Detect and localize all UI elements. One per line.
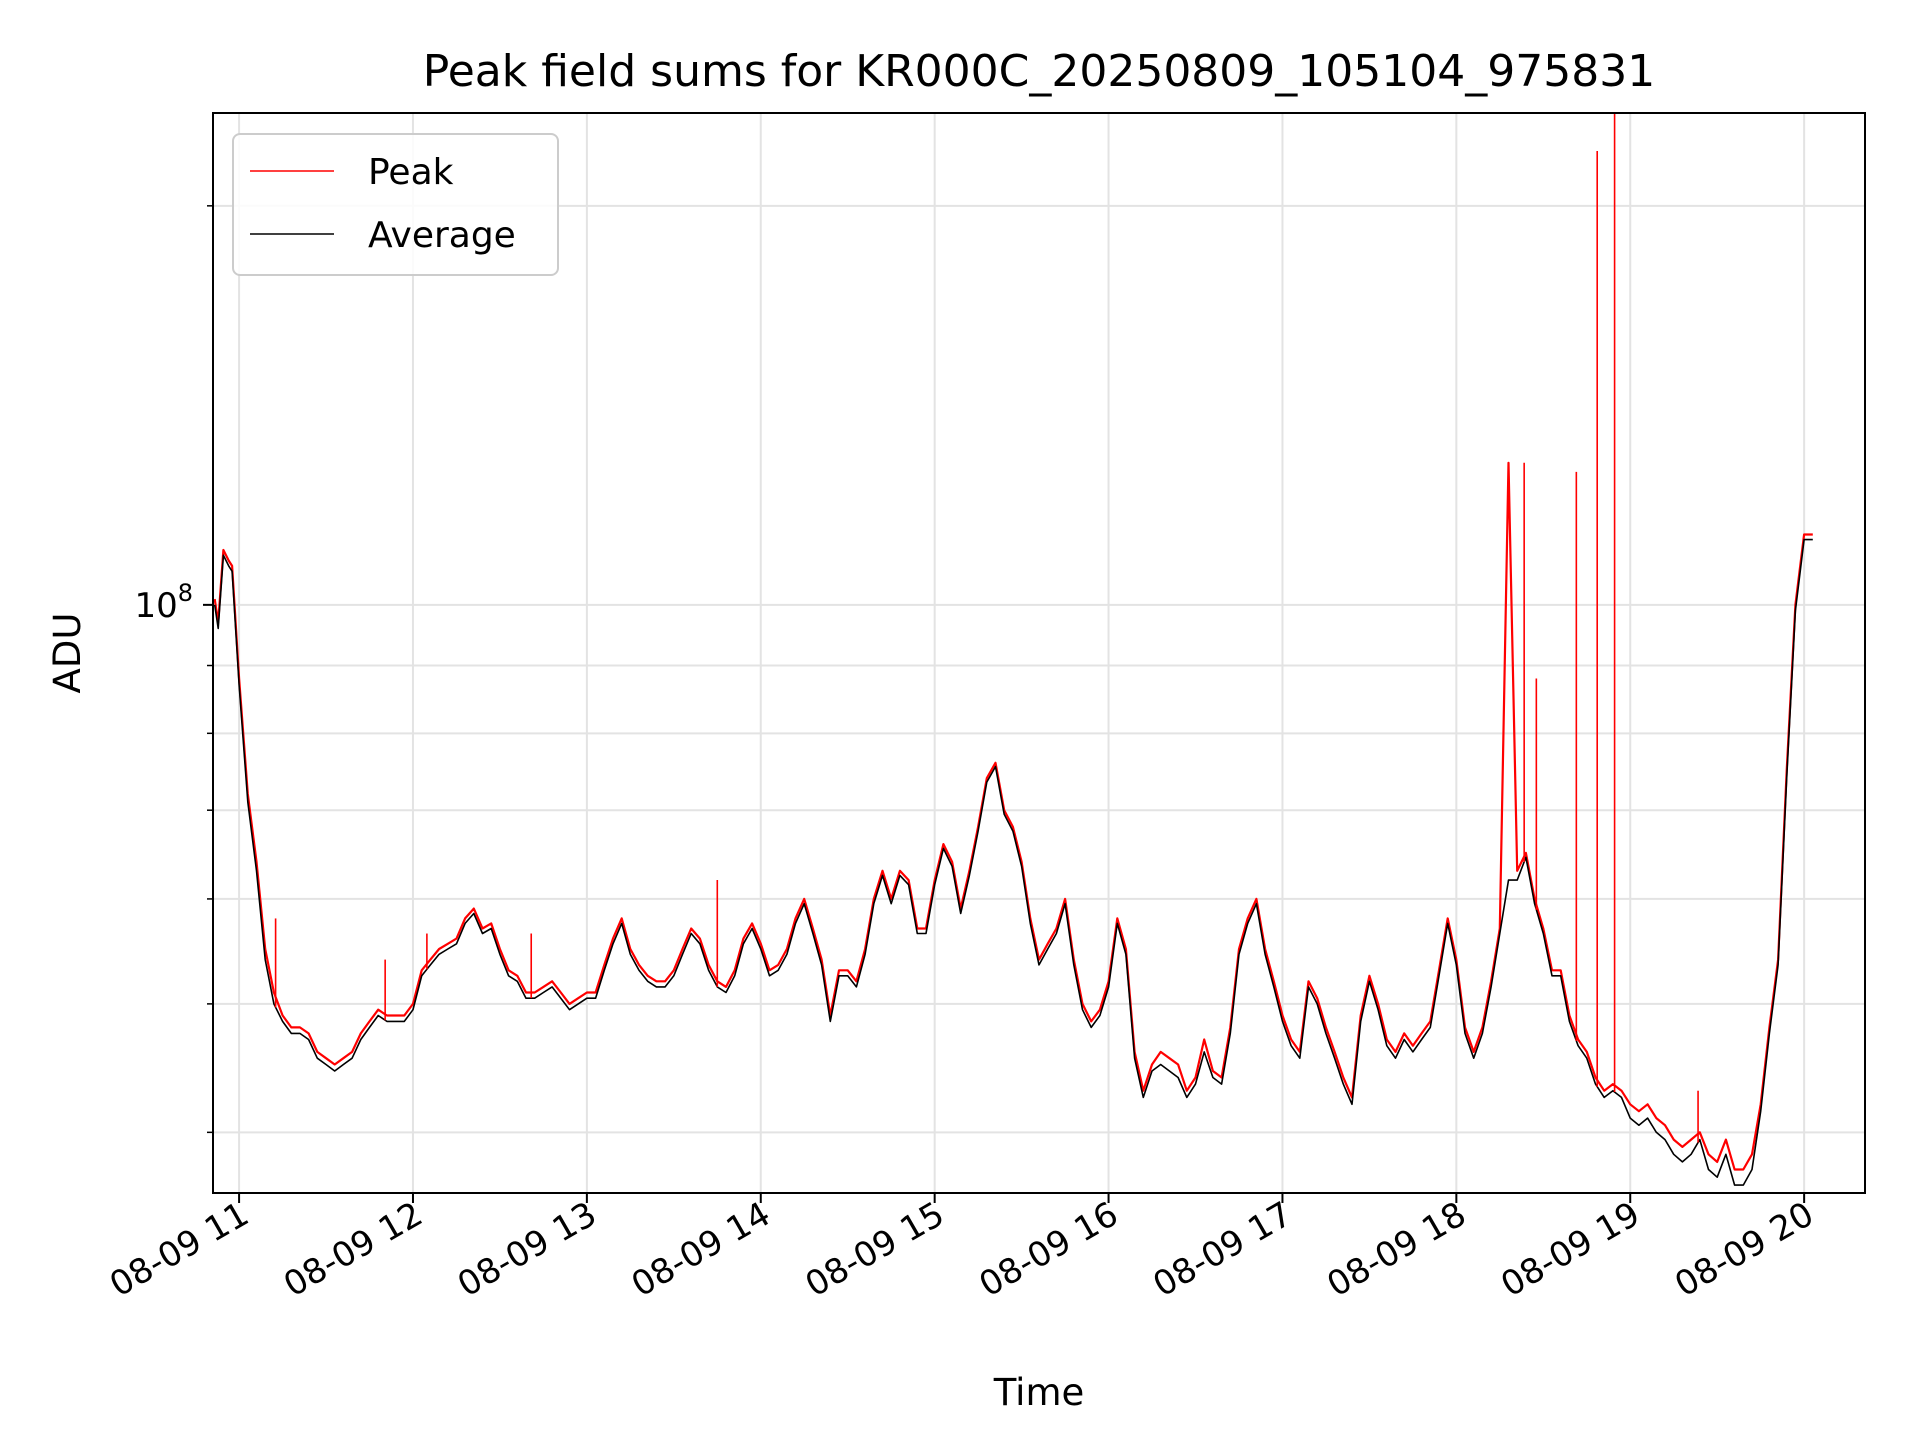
series-line-average [213, 538, 1813, 1186]
legend-label-average: Average [368, 215, 516, 256]
y-tick-label: 108 [134, 579, 193, 626]
x-axis-label: Time [993, 1371, 1085, 1414]
legend: Peak Average [232, 133, 559, 276]
plot-frame [212, 112, 1866, 1194]
y-axis-label: ADU [46, 613, 89, 694]
grid [213, 113, 1865, 1193]
y-axis-ticks: 108 [134, 205, 213, 1134]
legend-box [232, 133, 559, 276]
chart-title: Peak field sums for KR000C_20250809_1051… [423, 46, 1655, 97]
legend-label-peak: Peak [368, 152, 454, 193]
plot-area [213, 113, 1813, 1186]
